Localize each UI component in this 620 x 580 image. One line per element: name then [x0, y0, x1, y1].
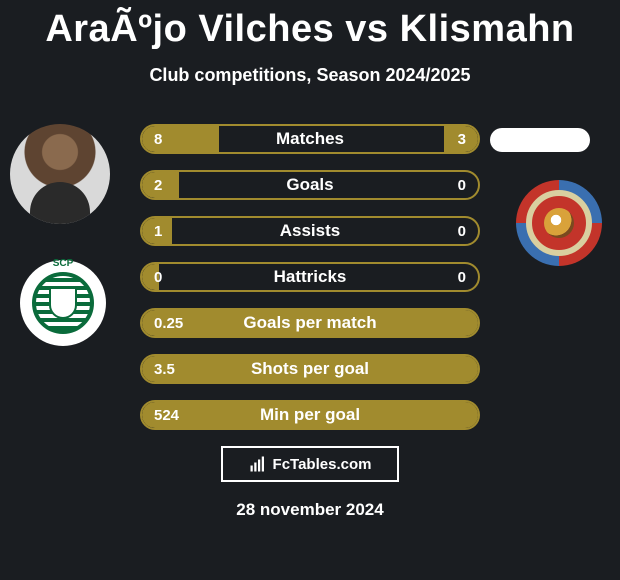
stat-label: Min per goal — [142, 405, 478, 425]
footer-date: 28 november 2024 — [0, 500, 620, 520]
stat-row: 10Assists — [140, 216, 480, 246]
club-right-crest — [516, 180, 602, 266]
stat-label: Shots per goal — [142, 359, 478, 379]
stat-row: 3.5Shots per goal — [140, 354, 480, 384]
stat-label: Hattricks — [142, 267, 478, 287]
stat-row: 524Min per goal — [140, 400, 480, 430]
eagle-icon — [544, 208, 574, 238]
stat-label: Goals — [142, 175, 478, 195]
shield-icon — [49, 287, 77, 319]
club-right-crest-ring — [526, 190, 592, 256]
club-left-crest — [20, 260, 106, 346]
stat-row: 00Hattricks — [140, 262, 480, 292]
stat-row: 0.25Goals per match — [140, 308, 480, 338]
stat-row: 20Goals — [140, 170, 480, 200]
page-title: AraÃºjo Vilches vs Klismahn — [0, 0, 620, 51]
stats-container: 83Matches 20Goals 10Assists 00Hattricks 0.25… — [140, 124, 480, 446]
subtitle: Club competitions, Season 2024/2025 — [0, 65, 620, 86]
stat-label: Goals per match — [142, 313, 478, 333]
stat-label: Matches — [142, 129, 478, 149]
chart-icon — [249, 455, 267, 473]
footer-site: FcTables.com — [273, 456, 372, 473]
player-right-avatar — [490, 128, 590, 152]
player-left-avatar — [10, 124, 110, 224]
club-left-crest-inner — [32, 272, 94, 334]
stat-row: 83Matches — [140, 124, 480, 154]
stat-label: Assists — [142, 221, 478, 241]
footer-logo: FcTables.com — [221, 446, 399, 482]
